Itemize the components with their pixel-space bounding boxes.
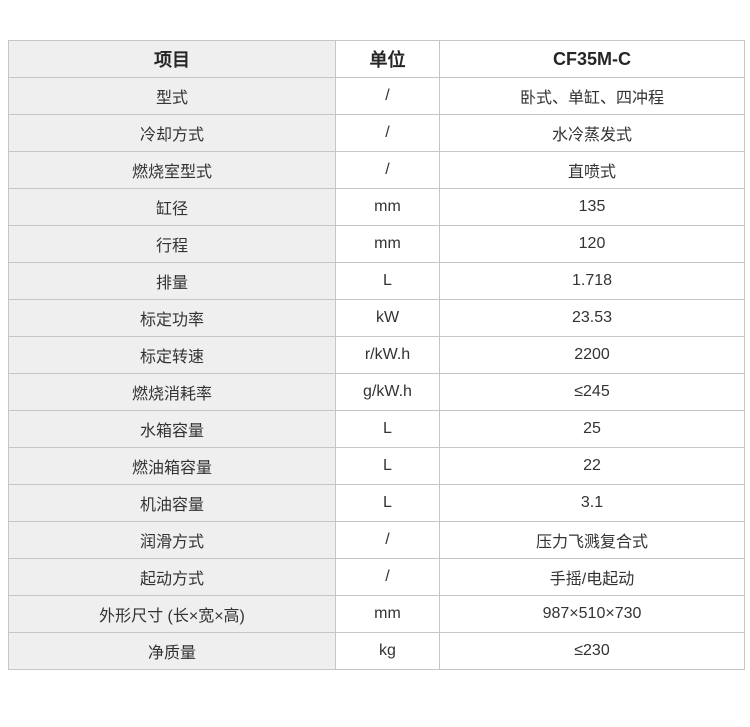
item-cell: 燃油箱容量: [8, 447, 336, 485]
unit-cell: kg: [335, 632, 440, 670]
unit-cell: L: [335, 262, 440, 300]
unit-cell: /: [335, 77, 440, 115]
unit-cell: r/kW.h: [335, 336, 440, 374]
value-cell: 手摇/电起动: [439, 558, 745, 596]
value-cell: 压力飞溅复合式: [439, 521, 745, 559]
table-row: 润滑方式 / 压力飞溅复合式: [8, 521, 745, 559]
value-cell: 卧式、单缸、四冲程: [439, 77, 745, 115]
value-cell: 直喷式: [439, 151, 745, 189]
table-row: 标定转速 r/kW.h 2200: [8, 336, 745, 374]
table-row: 水箱容量 L 25: [8, 410, 745, 448]
value-cell: 987×510×730: [439, 595, 745, 633]
unit-cell: kW: [335, 299, 440, 337]
item-cell: 燃烧室型式: [8, 151, 336, 189]
item-cell: 起动方式: [8, 558, 336, 596]
table-row: 外形尺寸 (长×宽×高) mm 987×510×730: [8, 595, 745, 633]
header-cell-item: 项目: [8, 40, 336, 78]
unit-cell: /: [335, 521, 440, 559]
item-cell: 行程: [8, 225, 336, 263]
spec-table-header-row: 项目 单位 CF35M-C: [8, 40, 745, 78]
value-cell: 水冷蒸发式: [439, 114, 745, 152]
item-cell: 缸径: [8, 188, 336, 226]
value-cell: ≤230: [439, 632, 745, 670]
unit-cell: /: [335, 558, 440, 596]
item-cell: 排量: [8, 262, 336, 300]
item-cell: 标定转速: [8, 336, 336, 374]
unit-cell: mm: [335, 188, 440, 226]
table-row: 型式 / 卧式、单缸、四冲程: [8, 77, 745, 115]
value-cell: 135: [439, 188, 745, 226]
item-cell: 标定功率: [8, 299, 336, 337]
unit-cell: L: [335, 484, 440, 522]
value-cell: 2200: [439, 336, 745, 374]
table-row: 机油容量 L 3.1: [8, 484, 745, 522]
item-cell: 燃烧消耗率: [8, 373, 336, 411]
table-row: 标定功率 kW 23.53: [8, 299, 745, 337]
unit-cell: /: [335, 151, 440, 189]
value-cell: 120: [439, 225, 745, 263]
item-cell: 润滑方式: [8, 521, 336, 559]
spec-table-body: 型式 / 卧式、单缸、四冲程 冷却方式 / 水冷蒸发式 燃烧室型式 / 直喷式 缸径 mm 135 行程…: [8, 77, 745, 670]
item-cell: 外形尺寸 (长×宽×高): [8, 595, 336, 633]
table-row: 排量 L 1.718: [8, 262, 745, 300]
table-row: 冷却方式 / 水冷蒸发式: [8, 114, 745, 152]
header-cell-unit: 单位: [335, 40, 440, 78]
value-cell: 25: [439, 410, 745, 448]
value-cell: 23.53: [439, 299, 745, 337]
item-cell: 机油容量: [8, 484, 336, 522]
item-cell: 冷却方式: [8, 114, 336, 152]
table-row: 净质量 kg ≤230: [8, 632, 745, 670]
unit-cell: mm: [335, 595, 440, 633]
item-cell: 水箱容量: [8, 410, 336, 448]
table-row: 起动方式 / 手摇/电起动: [8, 558, 745, 596]
item-cell: 净质量: [8, 632, 336, 670]
header-cell-model: CF35M-C: [439, 40, 745, 78]
value-cell: 22: [439, 447, 745, 485]
value-cell: 3.1: [439, 484, 745, 522]
table-row: 燃油箱容量 L 22: [8, 447, 745, 485]
value-cell: 1.718: [439, 262, 745, 300]
item-cell: 型式: [8, 77, 336, 115]
value-cell: ≤245: [439, 373, 745, 411]
unit-cell: /: [335, 114, 440, 152]
table-row: 燃烧消耗率 g/kW.h ≤245: [8, 373, 745, 411]
table-row: 燃烧室型式 / 直喷式: [8, 151, 745, 189]
unit-cell: mm: [335, 225, 440, 263]
unit-cell: L: [335, 410, 440, 448]
unit-cell: g/kW.h: [335, 373, 440, 411]
table-row: 缸径 mm 135: [8, 188, 745, 226]
unit-cell: L: [335, 447, 440, 485]
table-row: 行程 mm 120: [8, 225, 745, 263]
spec-table: 项目 单位 CF35M-C 型式 / 卧式、单缸、四冲程 冷却方式 / 水冷蒸发式 燃烧室型…: [8, 40, 745, 670]
